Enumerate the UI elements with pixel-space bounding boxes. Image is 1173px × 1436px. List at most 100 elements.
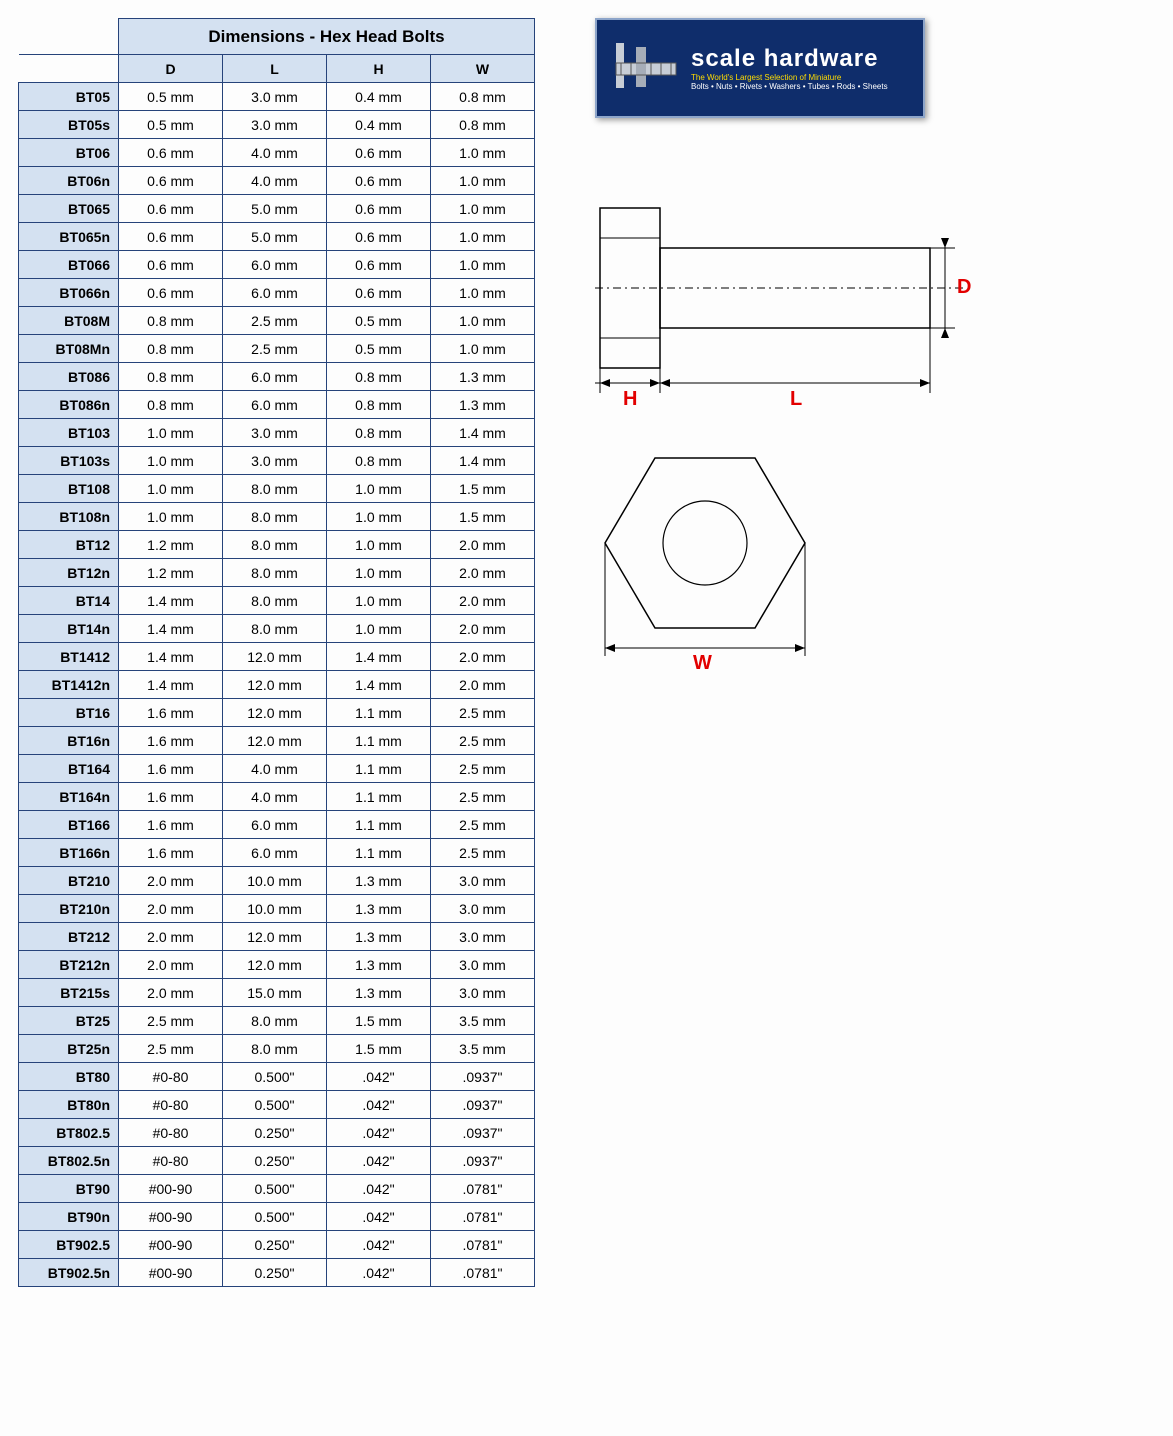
table-row: BT802.5n#0-800.250".042".0937"	[19, 1147, 535, 1175]
row-l: 0.250"	[223, 1231, 327, 1259]
row-w: 2.5 mm	[431, 839, 535, 867]
col-header-l: L	[223, 55, 327, 83]
row-d: 2.5 mm	[119, 1035, 223, 1063]
row-d: #00-90	[119, 1231, 223, 1259]
table-row: BT08Mn0.8 mm2.5 mm0.5 mm1.0 mm	[19, 335, 535, 363]
row-l: 0.250"	[223, 1147, 327, 1175]
logo-text-sub: The World's Largest Selection of Miniatu…	[691, 73, 888, 82]
row-h: 1.1 mm	[327, 727, 431, 755]
bolt-side-diagram: D H L	[595, 188, 975, 408]
row-l: 8.0 mm	[223, 1007, 327, 1035]
row-d: #00-90	[119, 1175, 223, 1203]
row-h: 1.4 mm	[327, 671, 431, 699]
row-code: BT066	[19, 251, 119, 279]
row-code: BT215s	[19, 979, 119, 1007]
row-h: 1.0 mm	[327, 531, 431, 559]
row-code: BT108n	[19, 503, 119, 531]
row-code: BT25n	[19, 1035, 119, 1063]
row-d: #0-80	[119, 1147, 223, 1175]
row-l: 8.0 mm	[223, 503, 327, 531]
row-l: 10.0 mm	[223, 895, 327, 923]
row-code: BT066n	[19, 279, 119, 307]
row-d: 1.6 mm	[119, 783, 223, 811]
row-w: 2.5 mm	[431, 811, 535, 839]
row-d: 0.6 mm	[119, 223, 223, 251]
table-row: BT108n1.0 mm8.0 mm1.0 mm1.5 mm	[19, 503, 535, 531]
row-w: 3.5 mm	[431, 1007, 535, 1035]
table-row: BT161.6 mm12.0 mm1.1 mm2.5 mm	[19, 699, 535, 727]
row-d: 1.0 mm	[119, 447, 223, 475]
row-w: 2.5 mm	[431, 755, 535, 783]
row-d: 0.8 mm	[119, 307, 223, 335]
row-h: 0.6 mm	[327, 279, 431, 307]
row-d: 1.6 mm	[119, 839, 223, 867]
row-code: BT1412	[19, 643, 119, 671]
label-d: D	[957, 276, 971, 299]
table-row: BT212n2.0 mm12.0 mm1.3 mm3.0 mm	[19, 951, 535, 979]
row-w: 3.5 mm	[431, 1035, 535, 1063]
row-h: .042"	[327, 1063, 431, 1091]
blank-corner	[19, 19, 119, 55]
table-row: BT166n1.6 mm6.0 mm1.1 mm2.5 mm	[19, 839, 535, 867]
row-d: 0.6 mm	[119, 251, 223, 279]
table-row: BT141.4 mm8.0 mm1.0 mm2.0 mm	[19, 587, 535, 615]
row-code: BT06	[19, 139, 119, 167]
table-row: BT25n2.5 mm8.0 mm1.5 mm3.5 mm	[19, 1035, 535, 1063]
table-row: BT16n1.6 mm12.0 mm1.1 mm2.5 mm	[19, 727, 535, 755]
row-w: .0781"	[431, 1175, 535, 1203]
row-h: 0.6 mm	[327, 195, 431, 223]
row-code: BT212n	[19, 951, 119, 979]
table-row: BT060.6 mm4.0 mm0.6 mm1.0 mm	[19, 139, 535, 167]
row-d: 1.0 mm	[119, 503, 223, 531]
row-d: 0.8 mm	[119, 335, 223, 363]
row-w: 2.5 mm	[431, 699, 535, 727]
row-w: 2.0 mm	[431, 671, 535, 699]
row-w: 2.0 mm	[431, 559, 535, 587]
col-header-w: W	[431, 55, 535, 83]
row-h: 1.1 mm	[327, 699, 431, 727]
row-w: 3.0 mm	[431, 951, 535, 979]
row-w: 1.0 mm	[431, 251, 535, 279]
row-l: 12.0 mm	[223, 671, 327, 699]
row-w: 1.3 mm	[431, 363, 535, 391]
row-d: #0-80	[119, 1119, 223, 1147]
table-row: BT210n2.0 mm10.0 mm1.3 mm3.0 mm	[19, 895, 535, 923]
row-w: 1.0 mm	[431, 307, 535, 335]
row-code: BT802.5	[19, 1119, 119, 1147]
row-l: 0.500"	[223, 1091, 327, 1119]
row-l: 5.0 mm	[223, 195, 327, 223]
row-d: #00-90	[119, 1259, 223, 1287]
row-code: BT08Mn	[19, 335, 119, 363]
row-h: 0.6 mm	[327, 251, 431, 279]
row-d: #0-80	[119, 1091, 223, 1119]
table-row: BT05s0.5 mm3.0 mm0.4 mm0.8 mm	[19, 111, 535, 139]
row-code: BT05	[19, 83, 119, 111]
row-h: 1.4 mm	[327, 643, 431, 671]
row-h: .042"	[327, 1259, 431, 1287]
row-l: 0.500"	[223, 1175, 327, 1203]
row-d: #0-80	[119, 1063, 223, 1091]
table-row: BT802.5#0-800.250".042".0937"	[19, 1119, 535, 1147]
row-d: 0.8 mm	[119, 391, 223, 419]
table-row: BT1031.0 mm3.0 mm0.8 mm1.4 mm	[19, 419, 535, 447]
row-code: BT80	[19, 1063, 119, 1091]
row-d: 1.6 mm	[119, 699, 223, 727]
table-row: BT215s2.0 mm15.0 mm1.3 mm3.0 mm	[19, 979, 535, 1007]
row-code: BT164	[19, 755, 119, 783]
row-d: 2.0 mm	[119, 867, 223, 895]
table-row: BT103s1.0 mm3.0 mm0.8 mm1.4 mm	[19, 447, 535, 475]
table-row: BT12n1.2 mm8.0 mm1.0 mm2.0 mm	[19, 559, 535, 587]
row-l: 6.0 mm	[223, 279, 327, 307]
row-w: 3.0 mm	[431, 867, 535, 895]
row-d: 2.5 mm	[119, 1007, 223, 1035]
row-h: 0.8 mm	[327, 419, 431, 447]
row-l: 0.500"	[223, 1203, 327, 1231]
row-h: 1.5 mm	[327, 1035, 431, 1063]
row-l: 2.5 mm	[223, 335, 327, 363]
row-code: BT80n	[19, 1091, 119, 1119]
row-w: 2.0 mm	[431, 643, 535, 671]
row-l: 15.0 mm	[223, 979, 327, 1007]
row-d: 1.6 mm	[119, 755, 223, 783]
row-code: BT103s	[19, 447, 119, 475]
row-code: BT164n	[19, 783, 119, 811]
